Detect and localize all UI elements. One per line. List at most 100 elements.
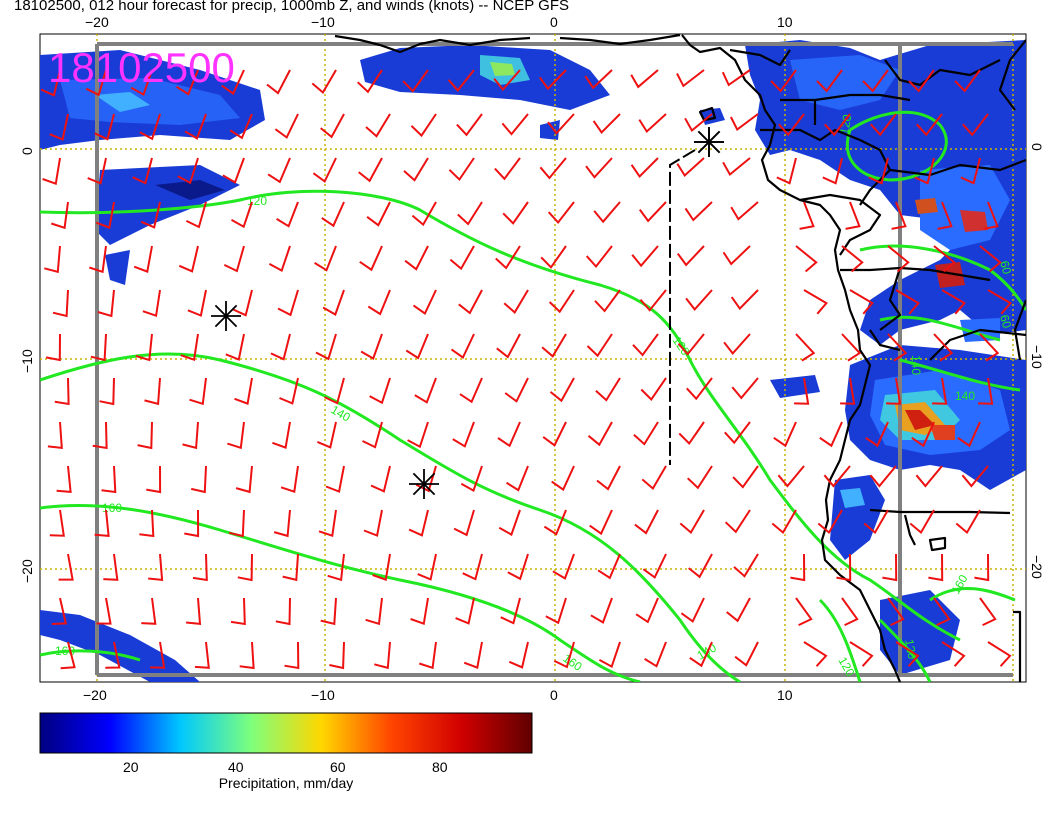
wind-barb	[790, 553, 806, 582]
wind-barb	[841, 333, 862, 362]
wind-barb	[95, 201, 115, 229]
wind-barb	[58, 553, 74, 581]
left-tick: −10	[19, 349, 35, 373]
asterisk-marker	[694, 127, 724, 157]
wind-barb	[185, 201, 207, 229]
wind-barb	[272, 421, 291, 449]
wind-barb	[358, 157, 383, 183]
wind-barb	[56, 465, 72, 493]
colorbar	[39, 712, 533, 754]
wind-barb	[139, 113, 161, 141]
wind-barb	[585, 245, 613, 269]
contour-label: 160	[102, 501, 122, 515]
top-tick: 0	[550, 14, 558, 30]
wind-barb	[267, 157, 291, 184]
wind-barb	[455, 597, 475, 625]
wind-barb	[823, 465, 851, 488]
wind-barb	[495, 245, 521, 270]
colorbar-ticks: 20 40 60 80	[123, 759, 448, 775]
wind-barb	[840, 377, 856, 405]
wind-barb	[545, 597, 567, 625]
wind-barb	[541, 333, 567, 358]
top-tick: 10	[777, 14, 793, 30]
wind-barb	[635, 597, 659, 624]
wind-barb	[841, 597, 859, 627]
wind-barb	[496, 333, 521, 359]
wind-barb	[96, 597, 112, 625]
wind-barb	[941, 289, 966, 315]
bottom-tick: 10	[777, 687, 793, 703]
wind-barb	[640, 377, 667, 401]
wind-barb	[538, 69, 567, 91]
wind-barb	[895, 289, 920, 315]
wind-barb	[978, 377, 994, 405]
wind-barb	[684, 201, 713, 222]
wind-barb	[863, 509, 889, 535]
wind-barb	[231, 201, 253, 229]
wind-barb	[137, 421, 153, 450]
wind-barb	[414, 377, 437, 404]
wind-barb	[543, 509, 567, 536]
asterisk-marker	[409, 469, 439, 499]
wind-barb	[886, 377, 902, 405]
wind-barb	[891, 201, 907, 230]
wind-barb	[773, 421, 797, 448]
left-tick: −20	[19, 559, 35, 583]
wind-barb	[447, 69, 475, 92]
wind-barb	[507, 553, 529, 581]
wind-barb	[325, 465, 345, 493]
colorbar-tick: 60	[330, 759, 346, 775]
wind-barb	[644, 641, 667, 668]
wind-barb	[175, 69, 199, 96]
wind-barb	[937, 201, 953, 230]
wind-barb	[676, 157, 705, 178]
wind-barb	[547, 201, 575, 225]
wind-barb	[44, 245, 61, 274]
wind-barb	[799, 201, 815, 230]
wind-barb	[85, 69, 107, 97]
wind-barb	[730, 201, 759, 221]
wind-barb	[941, 641, 966, 667]
wind-barb	[452, 421, 475, 448]
wind-barb	[180, 333, 199, 362]
wind-barb	[548, 289, 575, 314]
wind-barb	[795, 333, 816, 362]
wind-barb	[933, 597, 951, 627]
wind-barb	[676, 245, 705, 267]
wind-barb	[824, 113, 851, 137]
wind-barb	[237, 553, 253, 582]
wind-barb	[597, 553, 621, 580]
wind-barb	[234, 377, 253, 405]
wind-barb	[908, 69, 935, 93]
wind-barb	[135, 333, 153, 362]
left-tick: 0	[19, 147, 35, 155]
wind-barb	[277, 289, 299, 317]
wind-barb	[540, 245, 567, 269]
wind-barb	[407, 421, 429, 449]
wind-barb	[132, 157, 153, 185]
wind-barb	[141, 597, 157, 625]
wind-barb	[268, 245, 291, 273]
wind-barb	[362, 421, 383, 449]
wind-barb	[320, 597, 337, 626]
contour-label: 140	[909, 355, 923, 375]
wind-barb	[592, 113, 621, 134]
wind-barb	[586, 333, 613, 358]
wind-barb	[849, 289, 874, 315]
wind-barb	[402, 69, 429, 93]
wind-barb	[50, 201, 69, 230]
top-tick: −10	[311, 14, 335, 30]
wind-barb	[418, 641, 437, 670]
wind-barb	[140, 201, 161, 229]
wind-barb	[634, 509, 659, 535]
wind-barb	[777, 465, 805, 488]
wind-barb	[551, 465, 575, 492]
wind-barb	[933, 245, 956, 273]
wind-barb	[542, 421, 567, 447]
wind-barb	[502, 201, 529, 225]
map-title: 18102500, 012 hour forecast for precip, …	[14, 0, 569, 14]
wind-barb	[771, 509, 797, 535]
wind-barb	[676, 69, 705, 88]
wind-barb	[101, 465, 117, 494]
wind-barb	[365, 597, 383, 626]
